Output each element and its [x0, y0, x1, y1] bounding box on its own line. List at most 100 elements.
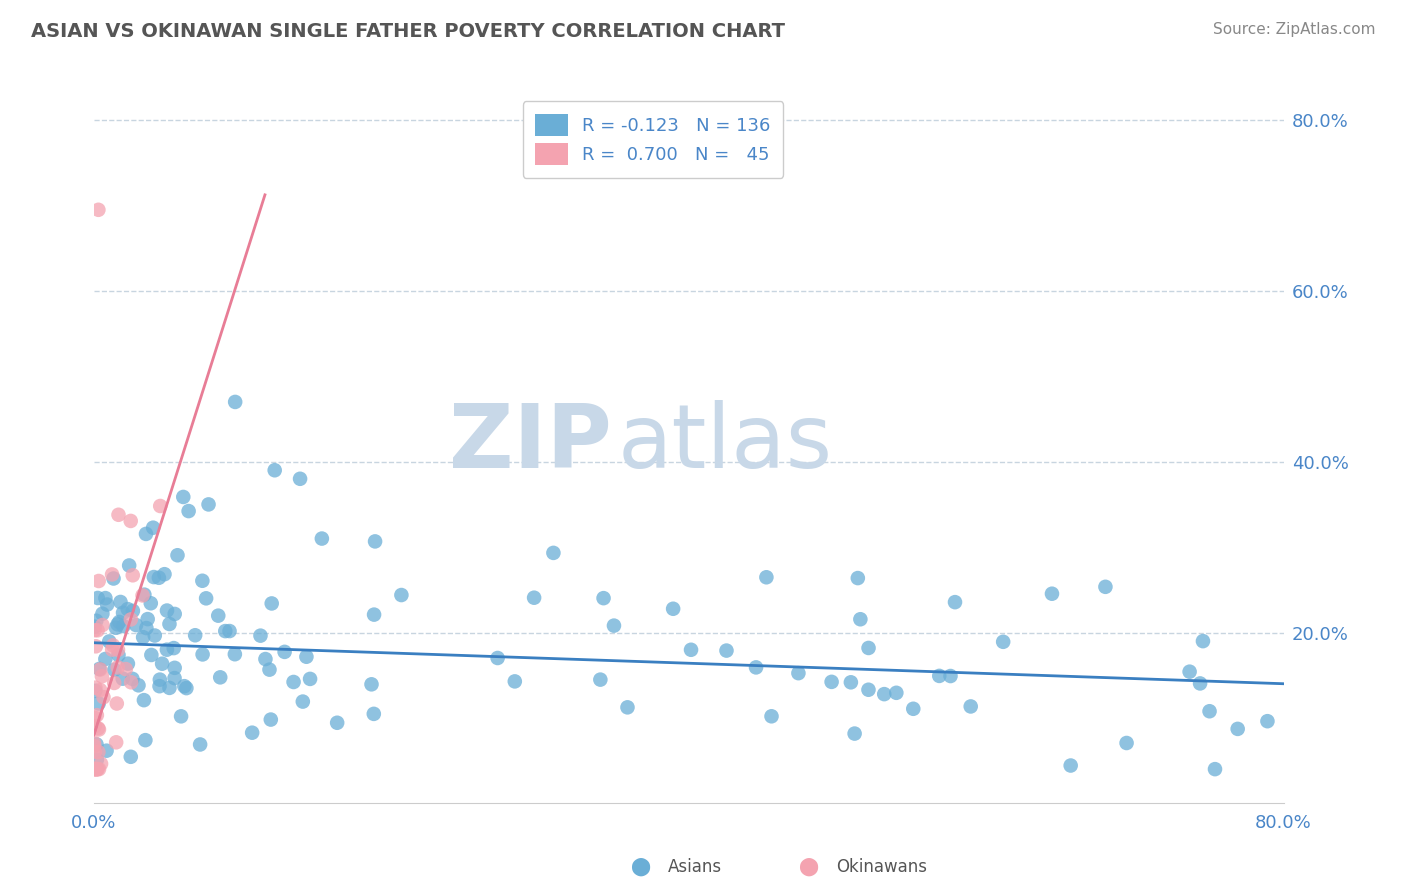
Point — [96, 744, 118, 758]
Point — [83, 624, 105, 638]
Point — [93, 690, 115, 705]
Point — [118, 558, 141, 573]
Point — [1192, 634, 1215, 648]
Point — [114, 662, 136, 676]
Point — [94, 652, 117, 666]
Point — [886, 686, 908, 700]
Point — [120, 749, 142, 764]
Point — [787, 666, 810, 681]
Point — [112, 606, 135, 620]
Point — [755, 570, 778, 584]
Point — [91, 607, 114, 621]
Point — [86, 708, 108, 723]
Point — [132, 630, 155, 644]
Text: Source: ZipAtlas.com: Source: ZipAtlas.com — [1212, 22, 1375, 37]
Point — [107, 660, 129, 674]
Point — [364, 534, 387, 549]
Point — [662, 601, 685, 615]
Point — [141, 648, 163, 662]
Point — [1204, 762, 1226, 776]
Point — [858, 682, 880, 697]
Text: Asians: Asians — [668, 858, 721, 876]
Point — [218, 624, 240, 638]
Point — [745, 660, 768, 674]
Point — [90, 669, 112, 683]
Point — [259, 663, 281, 677]
Point — [589, 673, 612, 687]
Point — [486, 651, 509, 665]
Point — [616, 700, 638, 714]
Point — [107, 648, 129, 662]
Point — [101, 639, 124, 653]
Point — [87, 202, 110, 217]
Point — [136, 612, 159, 626]
Point — [991, 635, 1014, 649]
Point — [134, 733, 156, 747]
Point — [288, 472, 311, 486]
Point — [148, 571, 170, 585]
Point — [163, 607, 186, 621]
Point — [104, 621, 127, 635]
Point — [191, 574, 214, 588]
Point — [761, 709, 783, 723]
Point — [84, 745, 107, 759]
Point — [135, 621, 157, 635]
Point — [149, 499, 172, 513]
Point — [84, 614, 107, 628]
Point — [291, 695, 314, 709]
Point — [503, 674, 526, 689]
Point — [105, 697, 128, 711]
Point — [87, 591, 110, 605]
Point — [148, 679, 170, 693]
Point — [295, 649, 318, 664]
Point — [139, 596, 162, 610]
Text: ⬤: ⬤ — [630, 858, 650, 876]
Point — [83, 719, 105, 733]
Point — [363, 607, 385, 622]
Point — [159, 617, 181, 632]
Point — [105, 735, 128, 749]
Point — [135, 527, 157, 541]
Point — [120, 612, 142, 626]
Point — [1189, 676, 1212, 690]
Point — [87, 723, 110, 737]
Point — [128, 678, 150, 692]
Point — [108, 615, 131, 629]
Point — [83, 739, 105, 753]
Point — [273, 645, 295, 659]
Point — [107, 643, 129, 657]
Text: Okinawans: Okinawans — [837, 858, 928, 876]
Point — [173, 679, 195, 693]
Point — [94, 591, 117, 606]
Point — [844, 726, 866, 740]
Point — [1178, 665, 1201, 679]
Legend: R = -0.123   N = 136, R =  0.700   N =   45: R = -0.123 N = 136, R = 0.700 N = 45 — [523, 101, 783, 178]
Point — [156, 603, 179, 617]
Point — [224, 647, 246, 661]
Point — [87, 762, 110, 776]
Point — [125, 618, 148, 632]
Text: ASIAN VS OKINAWAN SINGLE FATHER POVERTY CORRELATION CHART: ASIAN VS OKINAWAN SINGLE FATHER POVERTY … — [31, 22, 785, 41]
Point — [858, 640, 880, 655]
Point — [121, 568, 143, 582]
Point — [263, 463, 285, 477]
Point — [84, 640, 107, 654]
Point — [122, 604, 145, 618]
Point — [163, 661, 186, 675]
Point — [260, 713, 283, 727]
Point — [111, 672, 134, 686]
Text: ⬤: ⬤ — [799, 858, 818, 876]
Point — [177, 504, 200, 518]
Point — [1094, 580, 1116, 594]
Point — [389, 588, 412, 602]
Point — [86, 753, 108, 767]
Point — [86, 624, 108, 638]
Point — [96, 598, 118, 612]
Point — [943, 595, 966, 609]
Point — [523, 591, 546, 605]
Point — [86, 762, 108, 776]
Point — [188, 738, 211, 752]
Point — [143, 628, 166, 642]
Point — [134, 588, 156, 602]
Point — [121, 672, 143, 686]
